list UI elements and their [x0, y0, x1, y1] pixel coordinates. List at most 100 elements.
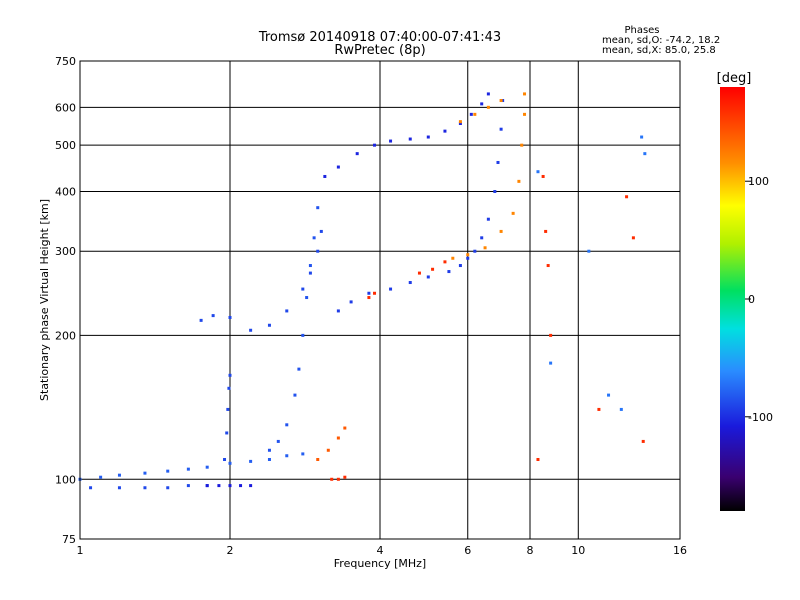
data-point	[228, 461, 232, 465]
data-point	[408, 281, 412, 285]
x-axis-label: Frequency [MHz]	[334, 557, 426, 570]
data-point	[316, 206, 320, 210]
data-point	[267, 448, 271, 452]
data-point	[297, 367, 301, 371]
data-point	[541, 174, 545, 178]
data-point	[451, 256, 455, 260]
stats-heading: Phases	[624, 25, 659, 36]
data-point	[443, 260, 447, 264]
data-point	[336, 436, 340, 440]
data-point	[323, 174, 327, 178]
x-tick-label: 1	[77, 544, 84, 557]
data-point	[486, 217, 490, 221]
data-point	[336, 165, 340, 169]
data-point	[373, 143, 377, 147]
x-tick-label: 8	[527, 544, 534, 557]
y-tick-label: 100	[55, 473, 76, 486]
data-point	[431, 267, 435, 271]
x-tick-label: 6	[464, 544, 471, 557]
y-tick-label: 300	[55, 245, 76, 258]
data-point	[267, 323, 271, 327]
data-point	[473, 112, 477, 116]
data-point	[228, 373, 232, 377]
data-point	[597, 407, 601, 411]
stats-line-x: mean, sd,X: 85.0, 25.8	[602, 45, 716, 56]
data-point	[355, 152, 359, 156]
data-point	[520, 143, 524, 147]
data-point	[486, 92, 490, 96]
chart-title: Tromsø 20140918 07:40:00-07:41:43	[258, 30, 501, 45]
data-point	[249, 328, 253, 332]
data-point	[293, 393, 297, 397]
data-point	[466, 256, 470, 260]
data-point	[117, 473, 121, 477]
data-point	[285, 309, 289, 313]
data-point	[336, 477, 340, 481]
data-point	[143, 486, 147, 490]
x-tick-label: 4	[377, 544, 384, 557]
data-point	[308, 264, 312, 268]
data-point	[249, 484, 253, 488]
data-point	[285, 454, 289, 458]
data-point	[493, 189, 497, 193]
data-point	[117, 486, 121, 490]
data-point	[607, 393, 611, 397]
data-point	[301, 287, 305, 291]
data-point	[312, 236, 316, 240]
data-point	[641, 439, 645, 443]
colorbar-gradient	[720, 87, 745, 511]
data-point	[458, 120, 462, 124]
data-point	[517, 179, 521, 183]
data-point	[458, 264, 462, 268]
y-tick-label: 500	[55, 139, 76, 152]
grid-lines	[80, 61, 680, 539]
data-point	[205, 465, 209, 469]
data-point	[143, 471, 147, 475]
data-point	[285, 423, 289, 427]
data-point	[226, 407, 230, 411]
data-point	[389, 139, 393, 143]
data-point	[267, 457, 271, 461]
colorbar-tick-label: 0	[748, 293, 755, 306]
colorbar: [deg] 100 0 -100	[717, 71, 773, 511]
data-point	[426, 135, 430, 139]
data-point	[499, 99, 503, 103]
data-point	[447, 270, 451, 274]
y-axis-label: Stationary phase Virtual Height [km]	[38, 199, 51, 401]
data-point	[205, 484, 209, 488]
data-point	[89, 486, 93, 490]
data-point	[466, 253, 470, 257]
colorbar-tick-label: 100	[748, 175, 769, 188]
y-tick-label: 600	[55, 101, 76, 114]
data-point	[343, 475, 347, 479]
x-tick-label: 16	[673, 544, 687, 557]
data-point	[536, 170, 540, 174]
data-point	[443, 129, 447, 133]
data-point	[483, 246, 487, 250]
data-point	[166, 469, 170, 473]
data-point	[316, 457, 320, 461]
data-point	[549, 333, 553, 337]
data-point	[587, 249, 591, 253]
y-axis-ticks: 75 100 200 300 400 500 600 750	[55, 55, 76, 546]
x-axis-ticks: 1 2 4 6 8 10 16	[77, 544, 688, 557]
data-point	[523, 92, 527, 96]
data-point	[619, 407, 623, 411]
data-point	[643, 152, 647, 156]
data-point	[211, 314, 215, 318]
data-point	[546, 264, 550, 268]
colorbar-label: [deg]	[717, 71, 752, 86]
data-point	[640, 135, 644, 139]
data-point	[496, 160, 500, 164]
data-point	[499, 229, 503, 233]
data-point	[336, 309, 340, 313]
data-point	[326, 448, 330, 452]
data-point	[249, 459, 253, 463]
data-point	[631, 236, 635, 240]
data-point	[186, 467, 190, 471]
data-point	[417, 271, 421, 275]
data-point	[501, 99, 505, 103]
data-point	[480, 102, 484, 106]
data-point	[305, 296, 309, 300]
data-point	[316, 249, 320, 253]
